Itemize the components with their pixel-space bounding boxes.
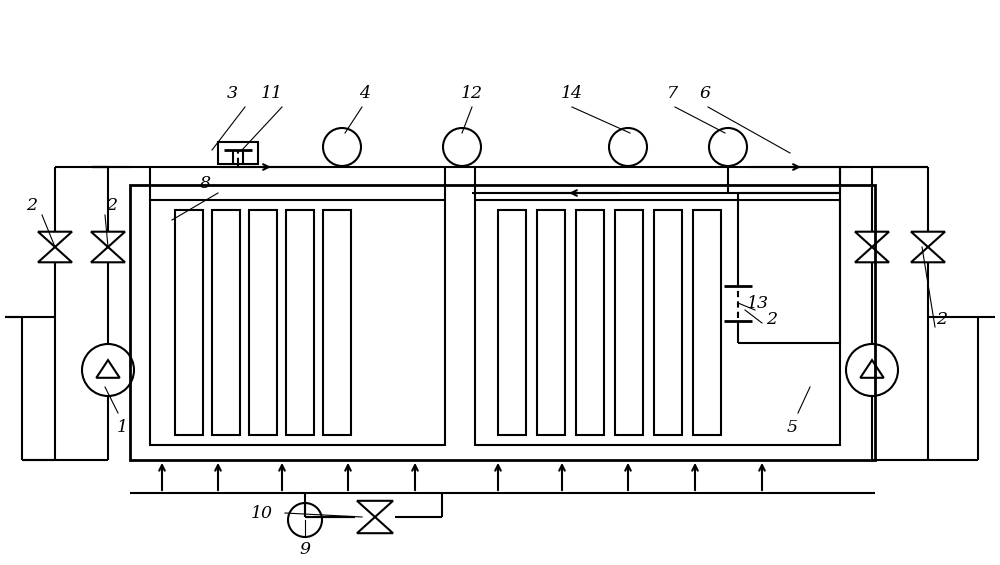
Bar xyxy=(498,210,526,435)
Text: 9: 9 xyxy=(300,541,311,558)
Text: 11: 11 xyxy=(261,85,283,102)
Text: 7: 7 xyxy=(666,85,678,102)
Text: 2: 2 xyxy=(27,197,38,214)
Text: 14: 14 xyxy=(561,85,583,102)
Text: 12: 12 xyxy=(461,85,483,102)
Text: 2: 2 xyxy=(936,311,948,328)
Bar xyxy=(286,210,314,435)
Text: 3: 3 xyxy=(227,85,238,102)
Text: 8: 8 xyxy=(200,175,211,192)
Bar xyxy=(130,185,875,460)
Text: 6: 6 xyxy=(700,85,710,102)
Bar xyxy=(150,200,445,445)
Bar xyxy=(175,210,203,435)
Text: 4: 4 xyxy=(360,85,371,102)
Bar xyxy=(218,142,258,164)
Bar xyxy=(576,210,604,435)
Text: 2: 2 xyxy=(767,311,778,328)
Bar xyxy=(212,210,240,435)
Bar xyxy=(537,210,565,435)
Bar xyxy=(615,210,643,435)
Bar xyxy=(654,210,682,435)
Text: 13: 13 xyxy=(747,294,769,311)
Bar xyxy=(249,210,277,435)
Text: 5: 5 xyxy=(786,419,798,436)
Text: 1: 1 xyxy=(117,419,128,436)
Text: 2: 2 xyxy=(107,197,118,214)
Bar xyxy=(475,200,840,445)
Bar xyxy=(323,210,351,435)
Text: 10: 10 xyxy=(251,505,273,521)
Bar xyxy=(693,210,721,435)
